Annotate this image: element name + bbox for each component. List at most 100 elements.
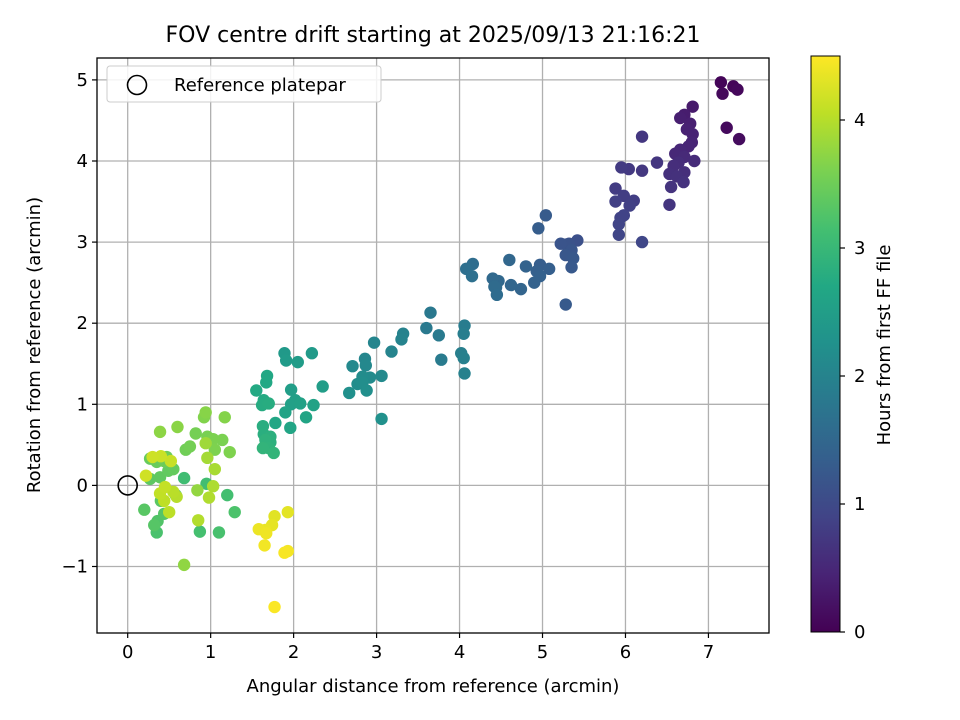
scatter-point <box>609 182 622 195</box>
scatter-point <box>424 306 437 319</box>
scatter-point <box>212 526 226 539</box>
scatter-point <box>457 351 470 365</box>
scatter-point <box>635 164 649 177</box>
scatter-point <box>278 546 291 559</box>
scatter-point <box>503 253 516 267</box>
x-tick-label: 6 <box>620 642 631 663</box>
scatter-point <box>612 218 626 231</box>
legend-reference-marker <box>126 74 148 96</box>
scatter-point <box>256 441 270 455</box>
scatter-point <box>307 398 320 412</box>
colorbar-tick-label: 2 <box>854 366 865 387</box>
scatter-point <box>686 100 699 113</box>
scatter-point <box>164 454 178 468</box>
reference-platepar-marker <box>117 475 138 496</box>
scatter-point <box>262 397 275 410</box>
scatter-point <box>158 480 172 494</box>
scatter-point <box>615 161 628 174</box>
scatter-point <box>316 380 329 393</box>
scatter-point <box>343 386 356 400</box>
scatter-point <box>385 345 398 358</box>
scatter-point <box>539 209 553 222</box>
scatter-point <box>223 445 236 459</box>
scatter-point <box>258 539 271 552</box>
scatter-point <box>146 450 159 464</box>
scatter-point <box>139 469 153 482</box>
scatter-point <box>148 518 161 532</box>
chart-title: FOV centre drift starting at 2025/09/13 … <box>166 23 701 48</box>
scatter-point <box>189 427 202 440</box>
scatter-point <box>201 451 214 465</box>
scatter-point <box>208 462 222 476</box>
scatter-point <box>458 367 471 380</box>
scatter-point <box>260 376 273 389</box>
scatter-point <box>609 195 622 208</box>
scatter-point <box>688 154 701 168</box>
scatter-point <box>732 132 746 146</box>
legend-label-reference: Reference platepar <box>174 75 346 96</box>
scatter-point <box>720 121 733 134</box>
y-tick-label: 4 <box>77 151 88 172</box>
scatter-point <box>202 491 216 504</box>
legend: Reference platepar <box>106 65 382 103</box>
scatter-point <box>183 440 197 453</box>
scatter-point <box>565 261 578 274</box>
scatter-point <box>269 416 282 430</box>
colorbar-tick-label: 0 <box>854 622 865 643</box>
scatter-point <box>504 278 518 292</box>
scatter-point <box>291 355 304 369</box>
scatter-point <box>395 333 408 346</box>
scatter-point <box>206 480 220 493</box>
grid-lines <box>97 58 769 633</box>
scatter-point <box>674 111 687 125</box>
colorbar-ticks: 0 1 2 3 4 <box>840 110 865 643</box>
scatter-point <box>279 354 293 367</box>
scatter-point <box>559 298 572 311</box>
scatter-point <box>193 525 207 538</box>
scatter-point <box>677 175 690 189</box>
scatter-point <box>635 130 649 143</box>
scatter-point <box>299 411 313 424</box>
scatter-point <box>199 406 212 419</box>
scatter-point <box>216 433 229 447</box>
scatter-point <box>457 327 470 340</box>
colorbar: 0 1 2 3 4 Hours from first FF file <box>810 55 895 643</box>
scatter-point <box>490 288 504 302</box>
x-ticks: 0 1 2 3 4 5 6 7 <box>122 633 714 663</box>
scatter-point <box>305 347 319 360</box>
x-tick-label: 2 <box>288 642 299 663</box>
colorbar-gradient <box>810 55 841 633</box>
scatter-point <box>554 237 567 250</box>
scatter-point <box>199 437 212 450</box>
scatter-point <box>465 269 479 283</box>
colorbar-tick-label: 1 <box>854 494 865 515</box>
y-tick-label: −1 <box>61 556 88 577</box>
scatter-point <box>218 411 231 424</box>
scatter-point <box>260 527 273 540</box>
scatter-point <box>612 228 626 241</box>
scatter-point <box>162 505 176 519</box>
y-tick-label: 3 <box>77 232 88 253</box>
scatter-point <box>279 406 292 419</box>
scatter-point <box>432 329 446 342</box>
scatter-point <box>359 359 372 372</box>
scatter-point <box>528 276 541 289</box>
scatter-point <box>221 488 234 502</box>
y-tick-label: 2 <box>77 313 88 334</box>
scatter-point <box>192 514 205 527</box>
scatter-point <box>177 558 191 572</box>
plot-area-frame <box>96 57 770 634</box>
scatter-point <box>153 471 167 484</box>
scatter-point <box>375 412 388 426</box>
scatter-point <box>346 359 359 373</box>
scatter-point <box>663 198 676 211</box>
colorbar-label: Hours from first FF file <box>874 245 895 446</box>
y-axis-label: Rotation from reference (arcmin) <box>24 197 45 493</box>
scatter-point <box>171 420 184 434</box>
scatter-point <box>623 199 636 212</box>
y-ticks: −1 0 1 2 3 4 5 <box>61 70 97 577</box>
y-tick-label: 1 <box>77 394 88 415</box>
x-tick-label: 5 <box>537 642 548 663</box>
legend-box <box>106 65 382 103</box>
